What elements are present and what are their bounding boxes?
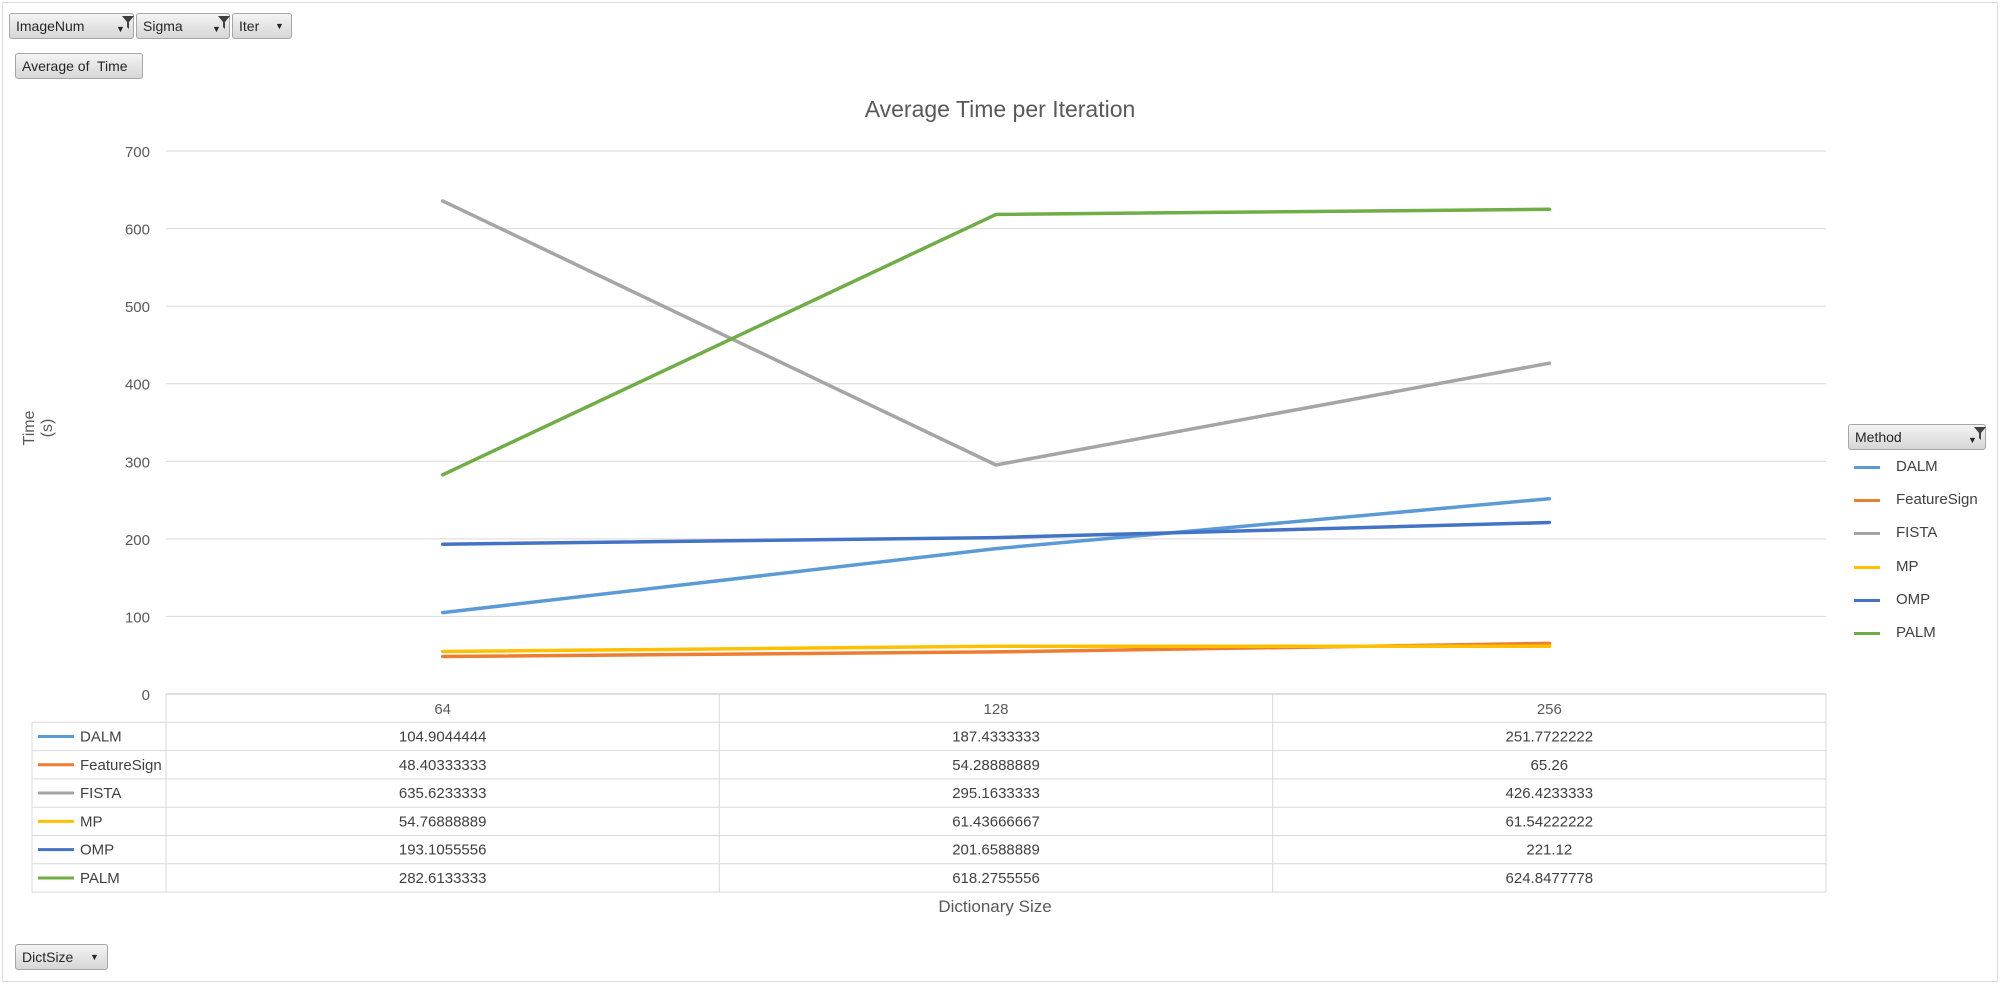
legend-swatch [1854, 598, 1880, 602]
y-tick-label: 400 [125, 377, 150, 394]
legend-swatch [1854, 499, 1880, 503]
iter-filter-button[interactable]: Iter ▼ [232, 13, 292, 39]
series-line-mp [440, 644, 1552, 654]
series-line-dalm [440, 496, 1552, 615]
table-cell-value: 624.8477778 [1506, 870, 1594, 887]
table-series-label: FeatureSign [80, 757, 162, 774]
legend-swatch [1854, 466, 1880, 469]
legend-label: FeatureSign [1896, 491, 1978, 509]
chart-title: Average Time per Iteration [864, 96, 1136, 122]
sigma-filter-button[interactable]: Sigma ▼ [136, 13, 230, 39]
dropdown-arrow-icon: ▼ [212, 24, 221, 34]
dropdown-arrow-icon: ▼ [275, 21, 284, 31]
table-cell-value: 618.2755556 [952, 870, 1040, 887]
table-cell-value: 54.28888889 [952, 757, 1040, 774]
filter-funnel-icon [122, 16, 134, 29]
table-cell-value: 221.12 [1526, 842, 1572, 859]
table-series-label: MP [80, 813, 103, 830]
y-tick-label: 300 [125, 454, 150, 471]
table-cell-value: 193.1055556 [399, 842, 487, 859]
table-cell-value: 65.26 [1531, 757, 1569, 774]
dropdown-arrow-icon: ▼ [116, 24, 125, 34]
dropdown-arrow-icon: ▼ [1968, 435, 1977, 445]
y-tick-label: 200 [125, 532, 150, 549]
x-tick-label: 128 [983, 701, 1008, 718]
legend-label: PALM [1896, 624, 1936, 641]
sigma-filter-label: Sigma [143, 18, 183, 34]
x-axis-title: Dictionary Size [938, 897, 1052, 916]
series-line-palm [440, 207, 1552, 477]
method-legend-label: Method [1855, 429, 1902, 445]
imagenum-filter-label: ImageNum [16, 18, 85, 34]
dropdown-arrow-icon: ▼ [90, 952, 99, 962]
x-tick-label: 256 [1537, 701, 1562, 718]
filter-funnel-icon [218, 16, 230, 29]
method-legend-button[interactable]: Method ▼ [1848, 424, 1986, 450]
table-cell-value: 54.76888889 [399, 813, 487, 830]
table-cell-value: 282.6133333 [399, 870, 487, 887]
legend-label: OMP [1896, 590, 1931, 608]
legend-swatch [1854, 532, 1880, 536]
table-cell-value: 61.54222222 [1506, 813, 1594, 830]
legend-label: DALM [1896, 458, 1938, 475]
y-tick-label: 500 [125, 299, 150, 316]
table-cell-value: 48.40333333 [399, 757, 487, 774]
series-line-fista [440, 199, 1552, 467]
table-cell-value: 251.7722222 [1506, 728, 1594, 745]
y-tick-label: 600 [125, 222, 150, 239]
iter-filter-label: Iter [239, 18, 260, 34]
table-cell-value: 187.4333333 [952, 728, 1040, 745]
legend-label: FISTA [1896, 524, 1938, 542]
values-field-button[interactable]: Average of Time [15, 53, 143, 79]
table-cell-value: 426.4233333 [1506, 785, 1594, 802]
table-cell-value: 104.9044444 [399, 728, 487, 745]
values-field-label: Average of Time [22, 58, 128, 74]
legend-label: MP [1896, 557, 1919, 575]
y-tick-label: 100 [125, 609, 150, 626]
imagenum-filter-button[interactable]: ImageNum ▼ [9, 13, 134, 39]
table-cell-value: 295.1633333 [952, 785, 1040, 802]
x-tick-label: 64 [434, 701, 451, 718]
table-series-label: FISTA [80, 785, 121, 802]
legend-swatch [1854, 565, 1880, 569]
table-series-label: PALM [80, 870, 120, 887]
table-cell-value: 61.43666667 [952, 813, 1040, 830]
table-series-label: DALM [80, 728, 122, 745]
table-cell-value: 201.6588889 [952, 842, 1040, 859]
series-line-omp [440, 520, 1552, 546]
y-tick-label: 700 [125, 144, 150, 161]
legend-swatch [1854, 632, 1880, 635]
filter-funnel-icon [1974, 427, 1986, 440]
table-cell-value: 635.6233333 [399, 785, 487, 802]
table-series-label: OMP [80, 842, 114, 859]
dictsize-axis-button[interactable]: DictSize ▼ [15, 944, 108, 970]
dictsize-axis-label: DictSize [22, 949, 74, 965]
y-tick-label: 0 [142, 687, 150, 704]
